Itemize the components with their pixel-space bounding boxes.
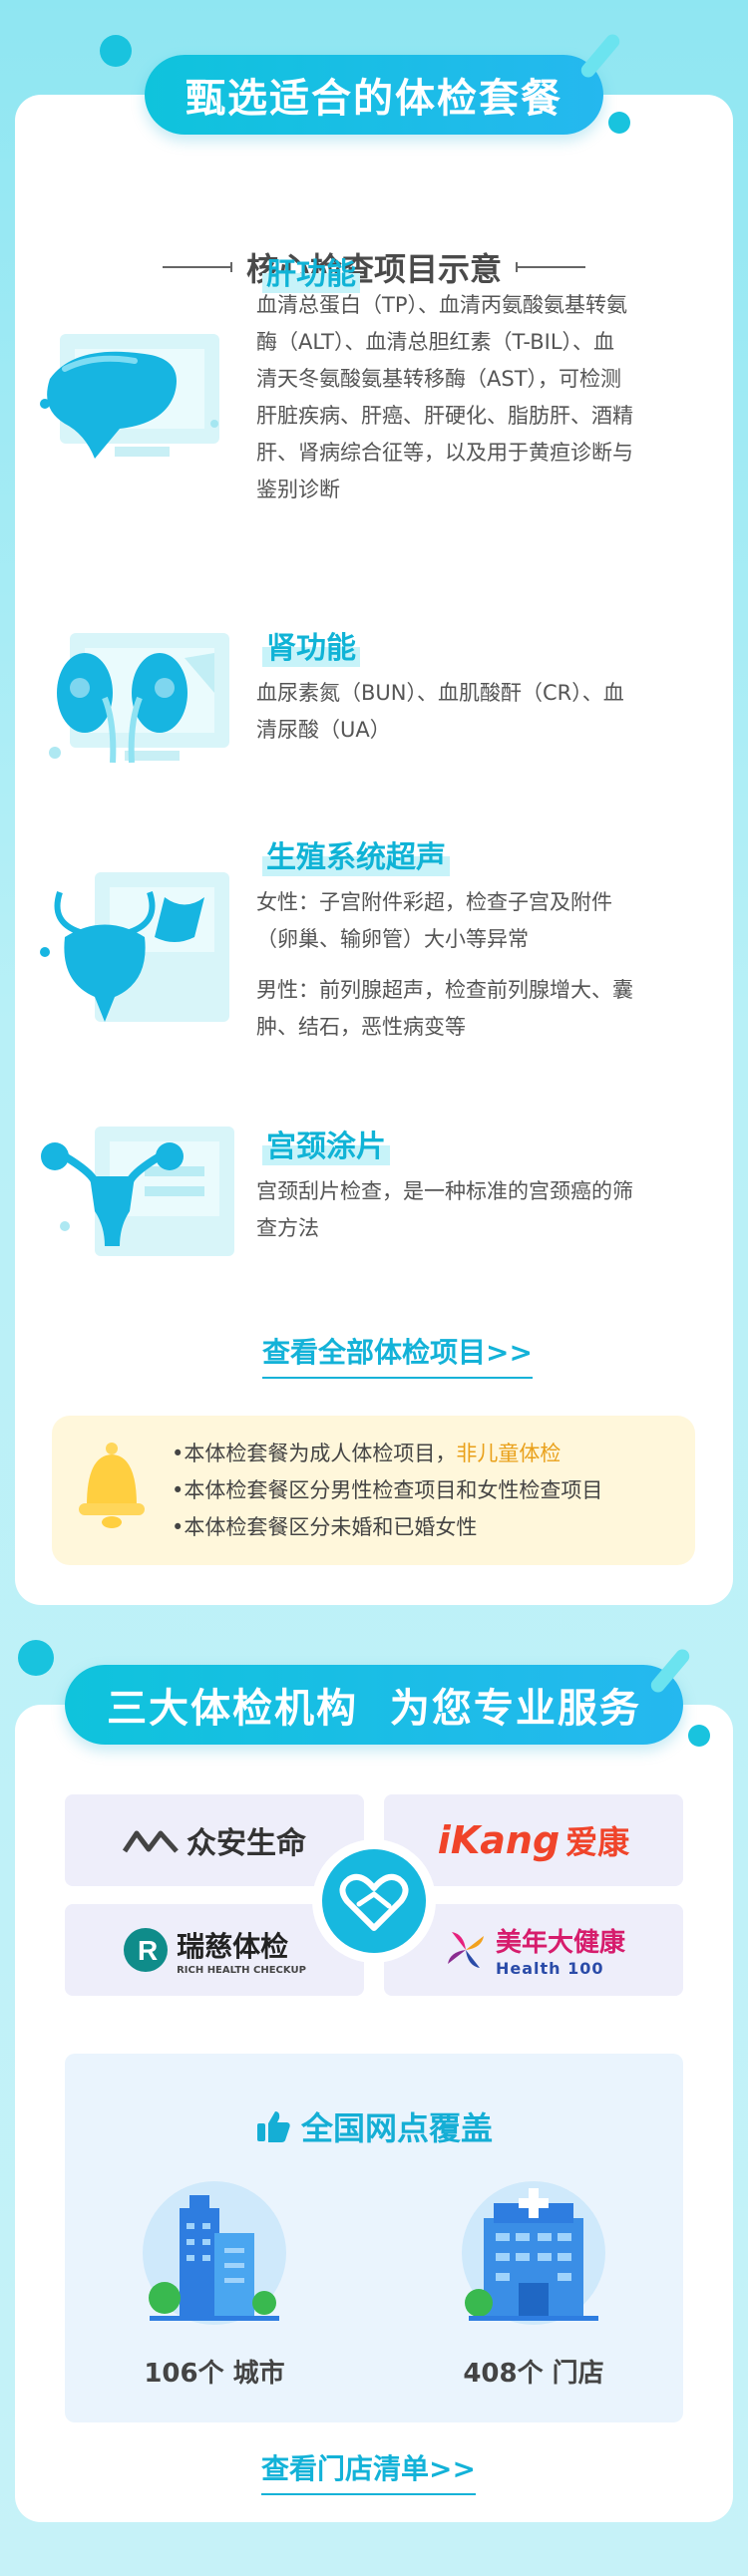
decor-dot xyxy=(608,112,630,134)
item-desc-ultrasound-female: 女性：子宫附件彩超，检查子宫及附件 （卵巢、输卵管）大小等异常 xyxy=(256,890,612,951)
package-title: 甄选适合的体检套餐 xyxy=(145,55,603,135)
institutions-title: 三大体检机构 为您专业服务 xyxy=(65,1665,683,1745)
uterus-icon xyxy=(35,1112,249,1301)
view-store-list-link[interactable]: 查看门店清单>> xyxy=(261,2447,476,2495)
hospital-building-icon xyxy=(454,2173,613,2337)
notice-box: •本体检套餐为成人体检项目，非儿童体检 •本体检套餐区分男性检查项目和女性检查项… xyxy=(52,1416,695,1565)
notice-line-2: •本体检套餐区分男性检查项目和女性检查项目 xyxy=(172,1478,603,1502)
decor-dot xyxy=(688,1725,710,1747)
svg-text:R: R xyxy=(138,1935,158,1966)
store-count: 408个 门店 xyxy=(463,2359,604,2389)
decor-dot xyxy=(18,1640,54,1676)
item-title-cervical: 宫颈涂片 xyxy=(262,1122,390,1165)
notice-line-3: •本体检套餐区分未婚和已婚女性 xyxy=(172,1515,478,1539)
logo-ikang: iKang 爱康 xyxy=(384,1794,683,1886)
item-title-ultrasound: 生殖系统超声 xyxy=(262,832,450,876)
item-desc-liver: 血清总蛋白（TP）、血清丙氨酸氨基转氨 酶（ALT）、血清总胆红素（T-BIL）… xyxy=(256,293,633,501)
handshake-heart-icon xyxy=(312,1839,436,1963)
item-desc-kidney: 血尿素氮（BUN）、血肌酸酐（CR）、血 清尿酸（UA） xyxy=(256,681,624,742)
notice-line-1: •本体检套餐为成人体检项目，非儿童体检 xyxy=(172,1442,561,1465)
notice-highlight: 非儿童体检 xyxy=(456,1442,561,1465)
decor-dot xyxy=(100,35,132,67)
institutions-card: 众安生命 iKang 爱康 R 瑞慈体检 RICH HEALTH CHECKUP… xyxy=(15,1705,733,2522)
item-title-kidney: 肾功能 xyxy=(262,623,360,667)
zhongan-mountain-icon xyxy=(123,1830,179,1853)
item-desc-ultrasound-male: 男性：前列腺超声，检查前列腺增大、囊 肿、结石，恶性病变等 xyxy=(256,978,633,1039)
section-subtitle: 核心检查项目示意 xyxy=(15,244,733,290)
ruici-r-icon: R xyxy=(124,1928,169,1972)
view-all-items-link[interactable]: 查看全部体检项目>> xyxy=(262,1331,533,1379)
coverage-panel: 全国网点覆盖 xyxy=(65,2054,683,2422)
logo-zhongan: 众安生命 xyxy=(65,1794,364,1886)
thumbs-up-icon xyxy=(255,2109,291,2151)
liver-icon xyxy=(35,309,249,498)
meinian-pinwheel-icon xyxy=(447,1932,484,1968)
bladder-ultrasound-icon xyxy=(35,852,249,1042)
kidney-icon xyxy=(35,613,249,803)
coverage-title: 全国网点覆盖 xyxy=(65,2103,683,2151)
city-buildings-icon xyxy=(135,2173,294,2337)
item-title-liver: 肝功能 xyxy=(262,249,360,293)
checkup-items-card: 核心检查项目示意 肝功能 血清总蛋白（TP）、血清丙氨酸氨基转氨 酶（ALT）、… xyxy=(15,95,733,1605)
bell-icon xyxy=(77,1441,147,1539)
item-desc-cervical: 宫颈刮片检查，是一种标准的宫颈癌的筛 查方法 xyxy=(256,1179,633,1240)
decor-stick xyxy=(577,31,623,81)
logo-meinian: 美年大健康 Health 100 xyxy=(384,1904,683,1996)
city-count: 106个 城市 xyxy=(144,2359,285,2389)
